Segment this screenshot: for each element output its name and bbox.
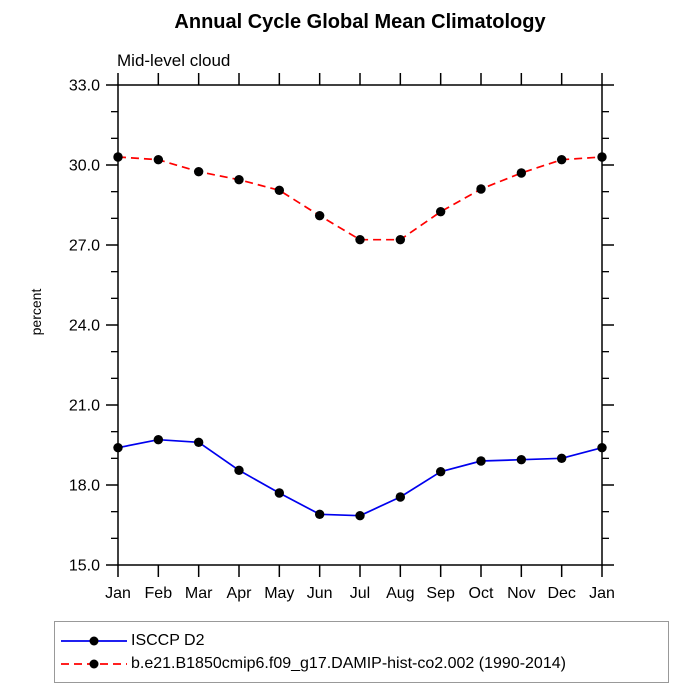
legend-line-sample-dashed	[61, 659, 127, 668]
data-point-marker	[395, 492, 406, 502]
y-tick-label: 27.0	[69, 238, 100, 255]
x-tick-label: Dec	[547, 585, 575, 602]
y-tick-label: 24.0	[69, 318, 100, 335]
x-tick-label: Jun	[307, 585, 333, 602]
x-tick-label: Mar	[185, 585, 213, 602]
x-tick-label: Feb	[145, 585, 173, 602]
data-point-marker	[314, 210, 325, 221]
data-point-marker	[113, 442, 123, 453]
data-point-marker	[516, 168, 527, 178]
x-tick-label: May	[264, 585, 294, 602]
y-tick-label: 21.0	[69, 398, 100, 415]
x-tick-label: Jan	[105, 585, 131, 602]
y-tick-label: 18.0	[69, 478, 100, 495]
x-tick-label: Nov	[507, 585, 535, 602]
x-tick-label: Sep	[426, 585, 455, 602]
x-tick-label: Oct	[469, 585, 494, 602]
data-point-marker	[113, 152, 123, 162]
data-point-marker	[556, 453, 567, 464]
x-tick-label: Apr	[227, 585, 253, 602]
y-tick-label: 33.0	[69, 78, 100, 95]
data-point-marker	[274, 488, 285, 498]
x-tick-label: Aug	[386, 585, 414, 602]
data-point-marker	[597, 442, 607, 453]
series-line-0	[117, 438, 603, 517]
data-point-marker	[516, 454, 527, 465]
data-point-marker	[395, 234, 406, 245]
data-point-marker	[435, 206, 446, 217]
plot-area: 15.0 18.0 21.0 24.0 27.0 30.0 33.0 Jan Feb Mar Apr…	[69, 73, 615, 602]
legend-label-obs: ISCCP D2	[131, 631, 205, 649]
plot-frame	[117, 84, 603, 566]
chart-subtitle: Mid-level cloud	[117, 51, 231, 70]
legend-item-obs: ISCCP D2	[59, 630, 668, 652]
data-point-marker	[234, 465, 244, 476]
legend: ISCCP D2 b.e21.B1850cmip6.f09_g17.DAMIP-…	[54, 621, 669, 683]
x-tick-label: Jul	[350, 585, 370, 602]
data-point-marker	[556, 154, 567, 165]
data-point-marker	[355, 234, 365, 245]
data-point-marker	[153, 434, 164, 445]
legend-line-sample-solid	[61, 636, 127, 645]
data-point-marker	[274, 185, 285, 196]
x-tick-label: Jan	[589, 585, 615, 602]
y-tick-label: 30.0	[69, 158, 100, 175]
data-point-marker	[476, 184, 486, 194]
data-point-marker	[193, 166, 204, 177]
legend-item-model: b.e21.B1850cmip6.f09_g17.DAMIP-hist-co2.…	[59, 653, 668, 675]
data-point-marker	[597, 152, 607, 162]
data-point-marker	[314, 509, 325, 520]
data-point-marker	[193, 437, 204, 448]
legend-marker-dot-icon	[89, 659, 99, 668]
data-point-marker	[476, 456, 486, 466]
legend-label-model: b.e21.B1850cmip6.f09_g17.DAMIP-hist-co2.…	[131, 654, 566, 672]
data-point-marker	[153, 154, 164, 165]
chart-title: Annual Cycle Global Mean Climatology	[174, 11, 546, 33]
legend-marker-dot-icon	[89, 636, 99, 645]
y-tick-label: 15.0	[69, 558, 100, 575]
data-point-marker	[355, 510, 365, 521]
data-point-marker	[435, 466, 446, 477]
series-line-1	[117, 156, 603, 241]
data-point-marker	[234, 174, 244, 185]
